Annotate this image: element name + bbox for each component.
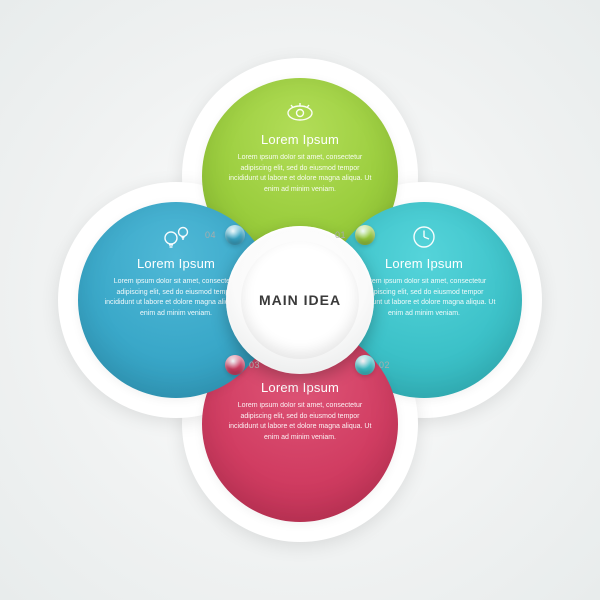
step-number-04: 04 (205, 230, 216, 240)
step-bead-01 (355, 225, 375, 245)
petal-title: Lorem Ipsum (261, 132, 339, 147)
petal-title: Lorem Ipsum (261, 380, 339, 395)
step-bead-02 (355, 355, 375, 375)
step-number-03: 03 (249, 360, 260, 370)
eye-icon (285, 100, 315, 126)
step-bead-04 (225, 225, 245, 245)
petal-title: Lorem Ipsum (385, 256, 463, 271)
step-bead-03 (225, 355, 245, 375)
petal-body: Lorem ipsum dolor sit amet, consectetur … (226, 401, 374, 443)
infographic-stage: Lorem Ipsum Lorem ipsum dolor sit amet, … (0, 0, 600, 600)
petal-body: Lorem ipsum dolor sit amet, consectetur … (226, 153, 374, 195)
hub-inner: MAIN IDEA (241, 241, 359, 359)
bulb-icon (161, 224, 191, 250)
step-number-02: 02 (379, 360, 390, 370)
step-number-01: 01 (335, 230, 346, 240)
petal-title: Lorem Ipsum (137, 256, 215, 271)
clock-icon (411, 224, 437, 250)
hub-label: MAIN IDEA (259, 292, 341, 308)
